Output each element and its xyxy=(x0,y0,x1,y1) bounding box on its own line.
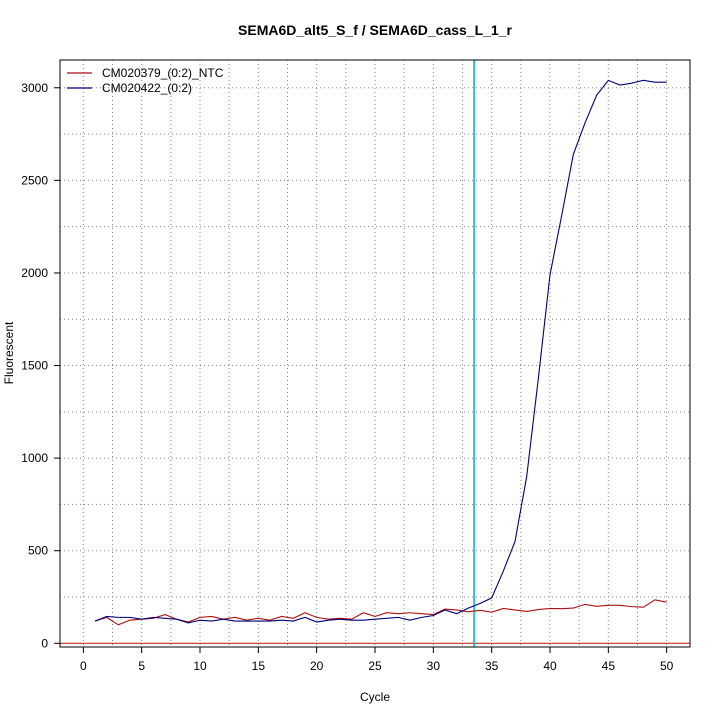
x-axis: 0 5 10 15 20 25 30 35 40 45 50 xyxy=(80,647,674,673)
x-tick-label: 10 xyxy=(193,659,207,673)
y-tick-label: 1500 xyxy=(21,359,48,373)
x-tick-label: 35 xyxy=(485,659,499,673)
reference-lines xyxy=(60,60,690,647)
x-tick-label: 30 xyxy=(427,659,441,673)
series-line-1 xyxy=(94,599,667,626)
series-line-2 xyxy=(94,79,667,624)
y-tick-label: 2000 xyxy=(21,266,48,280)
y-tick-label: 1000 xyxy=(21,451,48,465)
grid-lines xyxy=(60,60,690,647)
legend-label-2: CM020422_(0:2) xyxy=(102,81,192,95)
y-axis-label: Fluorescent xyxy=(2,321,16,384)
y-axis: 0 500 1000 1500 2000 2500 3000 xyxy=(21,81,60,650)
y-tick-label: 3000 xyxy=(21,81,48,95)
y-tick-label: 500 xyxy=(28,544,48,558)
x-tick-label: 15 xyxy=(252,659,266,673)
x-tick-label: 40 xyxy=(543,659,557,673)
chart-title: SEMA6D_alt5_S_f / SEMA6D_cass_L_1_r xyxy=(238,22,512,38)
x-tick-label: 0 xyxy=(80,659,87,673)
y-tick-label: 2500 xyxy=(21,173,48,187)
x-tick-label: 25 xyxy=(368,659,382,673)
y-tick-label: 0 xyxy=(41,636,48,650)
legend-label-1: CM020379_(0:2)_NTC xyxy=(102,66,224,80)
x-tick-label: 20 xyxy=(310,659,324,673)
x-axis-label: Cycle xyxy=(360,690,390,704)
x-tick-label: 45 xyxy=(602,659,616,673)
x-tick-label: 5 xyxy=(138,659,145,673)
data-series xyxy=(94,79,667,626)
x-tick-label: 50 xyxy=(660,659,674,673)
